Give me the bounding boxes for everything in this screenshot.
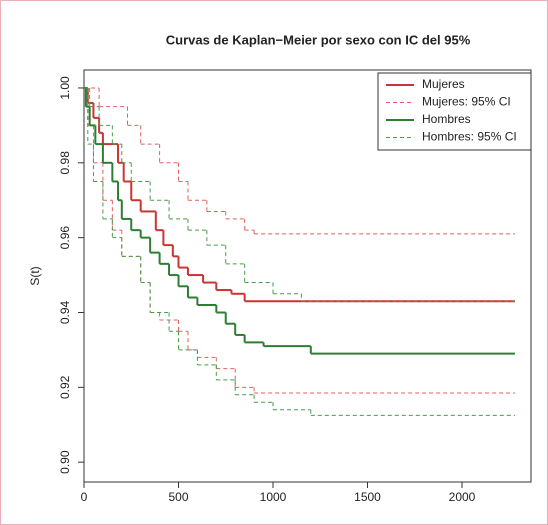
y-axis-label: S(t) — [28, 266, 42, 285]
plot-box — [83, 69, 532, 483]
x-tick-label: 1000 — [260, 490, 287, 504]
legend-label: Mujeres — [422, 77, 465, 91]
y-tick-label: 0.92 — [58, 375, 72, 399]
y-tick-label: 0.90 — [58, 450, 72, 474]
step-curve — [84, 87, 515, 235]
x-tick-label: 1500 — [354, 490, 381, 504]
x-tick-label: 2000 — [449, 490, 476, 504]
chart-title: Curvas de Kaplan−Meier por sexo con IC d… — [166, 32, 471, 47]
step-curve — [84, 87, 515, 302]
x-tick-label: 500 — [168, 490, 188, 504]
x-tick-label: 0 — [81, 490, 88, 504]
legend-label: Mujeres: 95% CI — [422, 95, 511, 109]
legend-label: Hombres: 95% CI — [422, 130, 517, 144]
y-tick-label: 0.96 — [58, 226, 72, 250]
y-tick-label: 0.98 — [58, 151, 72, 175]
legend-label: Hombres — [422, 112, 471, 126]
step-curve — [84, 86, 515, 355]
y-tick-label: 0.94 — [58, 300, 72, 324]
y-tick-label: 1.00 — [58, 76, 72, 100]
step-curve — [84, 87, 515, 416]
